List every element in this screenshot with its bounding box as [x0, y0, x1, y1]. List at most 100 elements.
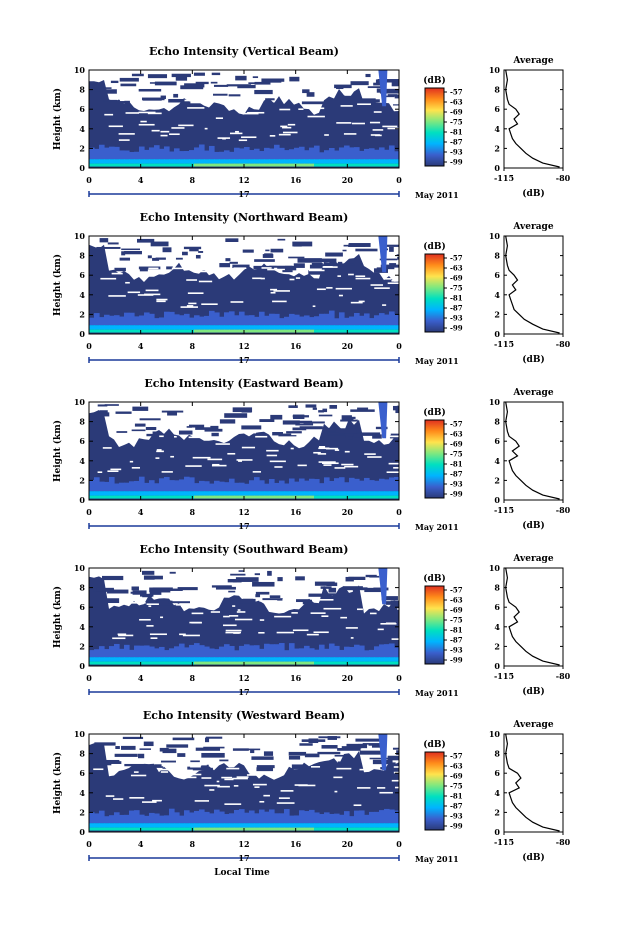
profile-x-tick-label: -115 [494, 339, 514, 349]
y-tick-label: 10 [74, 397, 86, 407]
x-tick-label: 4 [138, 175, 144, 185]
profile-y-tick-label: 2 [494, 807, 500, 817]
day-label: 17 [238, 189, 249, 199]
x-tick-label: 0 [86, 673, 92, 683]
colorbar-tick-label: -87 [450, 304, 463, 313]
profile-y-tick-label: 2 [494, 309, 500, 319]
y-tick-label: 6 [79, 270, 85, 280]
profile-x-label: (dB) [522, 520, 544, 531]
colorbar-tick-label: -87 [450, 138, 463, 147]
y-tick-label: 10 [74, 729, 86, 739]
average-profile-line [505, 69, 560, 168]
x-tick-label: 16 [290, 507, 302, 517]
panel-1: Echo Intensity (Northward Beam) Height (k… [52, 211, 571, 366]
y-tick-label: 10 [74, 563, 86, 573]
x-tick-label: 12 [238, 673, 249, 683]
x-axis-label: Local Time [214, 868, 270, 878]
profile-x-tick-label: -80 [556, 505, 571, 515]
colorbar-tick-label: -81 [450, 460, 463, 469]
y-axis-label: Height (km) [52, 752, 63, 814]
profile-title: Average [512, 720, 553, 730]
y-tick-label: 10 [74, 231, 86, 241]
y-tick-label: 4 [79, 456, 85, 466]
colorbar-tick-label: -69 [450, 274, 463, 283]
profile-y-tick-label: 8 [494, 251, 500, 261]
panel-2: Echo Intensity (Eastward Beam) Height (km… [52, 377, 571, 532]
month-label: May 2011 [415, 854, 459, 864]
y-tick-label: 0 [79, 495, 85, 505]
y-tick-label: 6 [79, 104, 85, 114]
profile-frame [503, 567, 564, 667]
x-tick-label: 12 [238, 507, 249, 517]
y-tick-label: 2 [79, 309, 85, 319]
echo-heatmap [89, 734, 400, 832]
y-tick-label: 2 [79, 807, 85, 817]
x-tick-label: 4 [138, 673, 144, 683]
day-label: 17 [238, 687, 249, 697]
profile-x-label: (dB) [522, 686, 544, 697]
x-tick-label: 8 [190, 341, 196, 351]
y-tick-label: 2 [79, 143, 85, 153]
colorbar-tick-label: -63 [450, 430, 463, 439]
profile-y-tick-label: 4 [494, 124, 500, 134]
x-tick-label: 8 [190, 175, 196, 185]
x-tick-label: 0 [396, 175, 402, 185]
panel-title: Echo Intensity (Eastward Beam) [144, 377, 343, 390]
colorbar-unit: (dB) [423, 75, 445, 86]
y-tick-label: 8 [79, 251, 85, 261]
colorbar-tick-label: -81 [450, 626, 463, 635]
x-tick-label: 20 [342, 507, 354, 517]
profile-y-tick-label: 0 [494, 827, 500, 837]
x-tick-label: 16 [290, 839, 302, 849]
profile-y-tick-label: 6 [494, 104, 500, 114]
profile-y-tick-label: 8 [494, 583, 500, 593]
colorbar-unit: (dB) [423, 739, 445, 750]
day-label: 17 [238, 355, 249, 365]
colorbar-tick-label: -57 [450, 88, 463, 97]
profile-y-tick-label: 10 [489, 563, 501, 573]
y-tick-label: 4 [79, 124, 85, 134]
average-profile-line [505, 401, 560, 500]
colorbar-unit: (dB) [423, 241, 445, 252]
x-tick-label: 0 [86, 839, 92, 849]
month-label: May 2011 [415, 356, 459, 366]
colorbar-tick-label: -69 [450, 440, 463, 449]
profile-x-tick-label: -80 [556, 339, 571, 349]
profile-y-tick-label: 4 [494, 456, 500, 466]
y-tick-label: 0 [79, 661, 85, 671]
profile-x-tick-label: -115 [494, 837, 514, 847]
colorbar-tick-label: -93 [450, 646, 463, 655]
colorbar-unit: (dB) [423, 573, 445, 584]
profile-y-tick-label: 2 [494, 475, 500, 485]
profile-y-tick-label: 10 [489, 729, 501, 739]
y-tick-label: 10 [74, 65, 86, 75]
colorbar-tick-label: -75 [450, 782, 463, 791]
x-tick-label: 20 [342, 175, 354, 185]
x-tick-label: 4 [138, 341, 144, 351]
colorbar [424, 585, 445, 665]
colorbar-tick-label: -81 [450, 792, 463, 801]
x-tick-label: 0 [86, 175, 92, 185]
colorbar-tick-label: -87 [450, 470, 463, 479]
y-tick-label: 2 [79, 475, 85, 485]
x-tick-label: 8 [190, 839, 196, 849]
x-tick-label: 12 [238, 839, 249, 849]
colorbar-tick-label: -99 [450, 656, 463, 665]
profile-y-tick-label: 10 [489, 231, 501, 241]
profile-y-tick-label: 4 [494, 290, 500, 300]
day-label: 17 [238, 521, 249, 531]
y-tick-label: 6 [79, 602, 85, 612]
y-axis-label: Height (km) [52, 420, 63, 482]
profile-frame [503, 235, 564, 335]
colorbar-tick-label: -93 [450, 314, 463, 323]
month-label: May 2011 [415, 688, 459, 698]
colorbar-tick-label: -57 [450, 752, 463, 761]
colorbar-tick-label: -63 [450, 98, 463, 107]
x-tick-label: 12 [238, 341, 249, 351]
profile-y-tick-label: 6 [494, 270, 500, 280]
colorbar-tick-label: -75 [450, 450, 463, 459]
colorbar-tick-label: -69 [450, 606, 463, 615]
colorbar-tick-label: -99 [450, 158, 463, 167]
colorbar-tick-label: -63 [450, 762, 463, 771]
x-tick-label: 20 [342, 673, 354, 683]
